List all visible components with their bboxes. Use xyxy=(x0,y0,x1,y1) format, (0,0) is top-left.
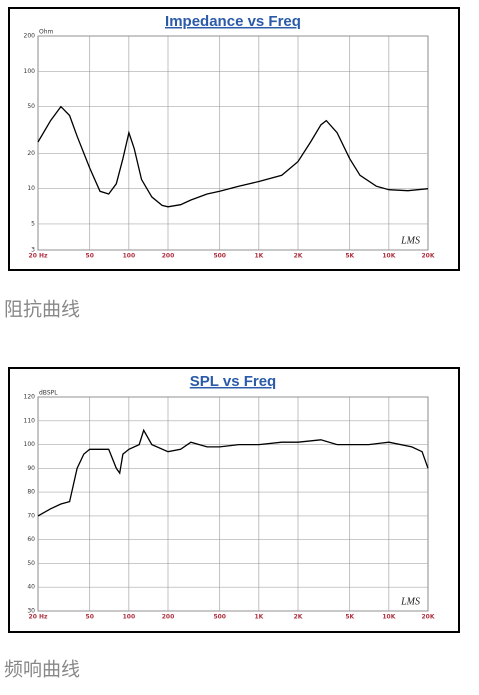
x-tick-label: 100 xyxy=(123,253,136,260)
x-tick-label: 500 xyxy=(213,614,226,621)
x-tick-label: 2K xyxy=(294,614,303,621)
y-tick-label: 70 xyxy=(27,512,35,519)
x-tick-label: 20K xyxy=(422,614,435,621)
x-tick-label: 100 xyxy=(123,614,136,621)
y-tick-label: 40 xyxy=(27,584,35,591)
y-tick-label: 100 xyxy=(24,441,36,448)
y-tick-label: 20 xyxy=(27,150,35,157)
data-line xyxy=(37,428,429,517)
y-tick-label: 110 xyxy=(24,417,36,424)
y-tick-label: 100 xyxy=(24,68,36,75)
x-tick-label: 50 xyxy=(86,253,94,260)
data-line xyxy=(37,105,429,208)
x-tick-label: 10K xyxy=(382,253,395,260)
chart-title: Impedance vs Freq xyxy=(165,13,301,30)
x-tick-label: 200 xyxy=(162,614,175,621)
caption: 频响曲线 xyxy=(4,659,80,681)
x-tick-label: 20 Hz xyxy=(29,253,48,260)
y-tick-label: 50 xyxy=(27,103,35,110)
x-tick-label: 50 xyxy=(86,614,94,621)
x-tick-label: 200 xyxy=(162,253,175,260)
y-tick-label: 30 xyxy=(27,608,35,615)
y-tick-label: 3 xyxy=(31,247,35,254)
y-tick-label: 10 xyxy=(27,185,35,192)
x-tick-label: 20 Hz xyxy=(29,614,48,621)
x-tick-label: 20K xyxy=(422,253,435,260)
logo: LMS xyxy=(400,235,420,246)
y-axis-label: Ohm xyxy=(39,29,54,36)
x-tick-label: 10K xyxy=(382,614,395,621)
y-tick-label: 80 xyxy=(27,489,35,496)
y-tick-label: 5 xyxy=(31,220,35,227)
x-tick-label: 500 xyxy=(213,253,226,260)
x-tick-label: 2K xyxy=(294,253,303,260)
chart-title: SPL vs Freq xyxy=(190,373,276,390)
x-tick-label: 5K xyxy=(345,253,354,260)
caption: 阻抗曲线 xyxy=(4,299,80,321)
logo: LMS xyxy=(400,596,420,607)
plot-area xyxy=(37,396,429,612)
x-tick-label: 1K xyxy=(254,614,263,621)
x-tick-label: 5K xyxy=(345,614,354,621)
y-axis-label: dBSPL xyxy=(39,390,58,397)
y-tick-label: 50 xyxy=(27,560,35,567)
y-tick-label: 200 xyxy=(24,33,36,40)
x-tick-label: 1K xyxy=(254,253,263,260)
plot-area xyxy=(37,35,429,251)
y-tick-label: 60 xyxy=(27,536,35,543)
y-tick-label: 120 xyxy=(24,394,36,401)
y-tick-label: 90 xyxy=(27,465,35,472)
